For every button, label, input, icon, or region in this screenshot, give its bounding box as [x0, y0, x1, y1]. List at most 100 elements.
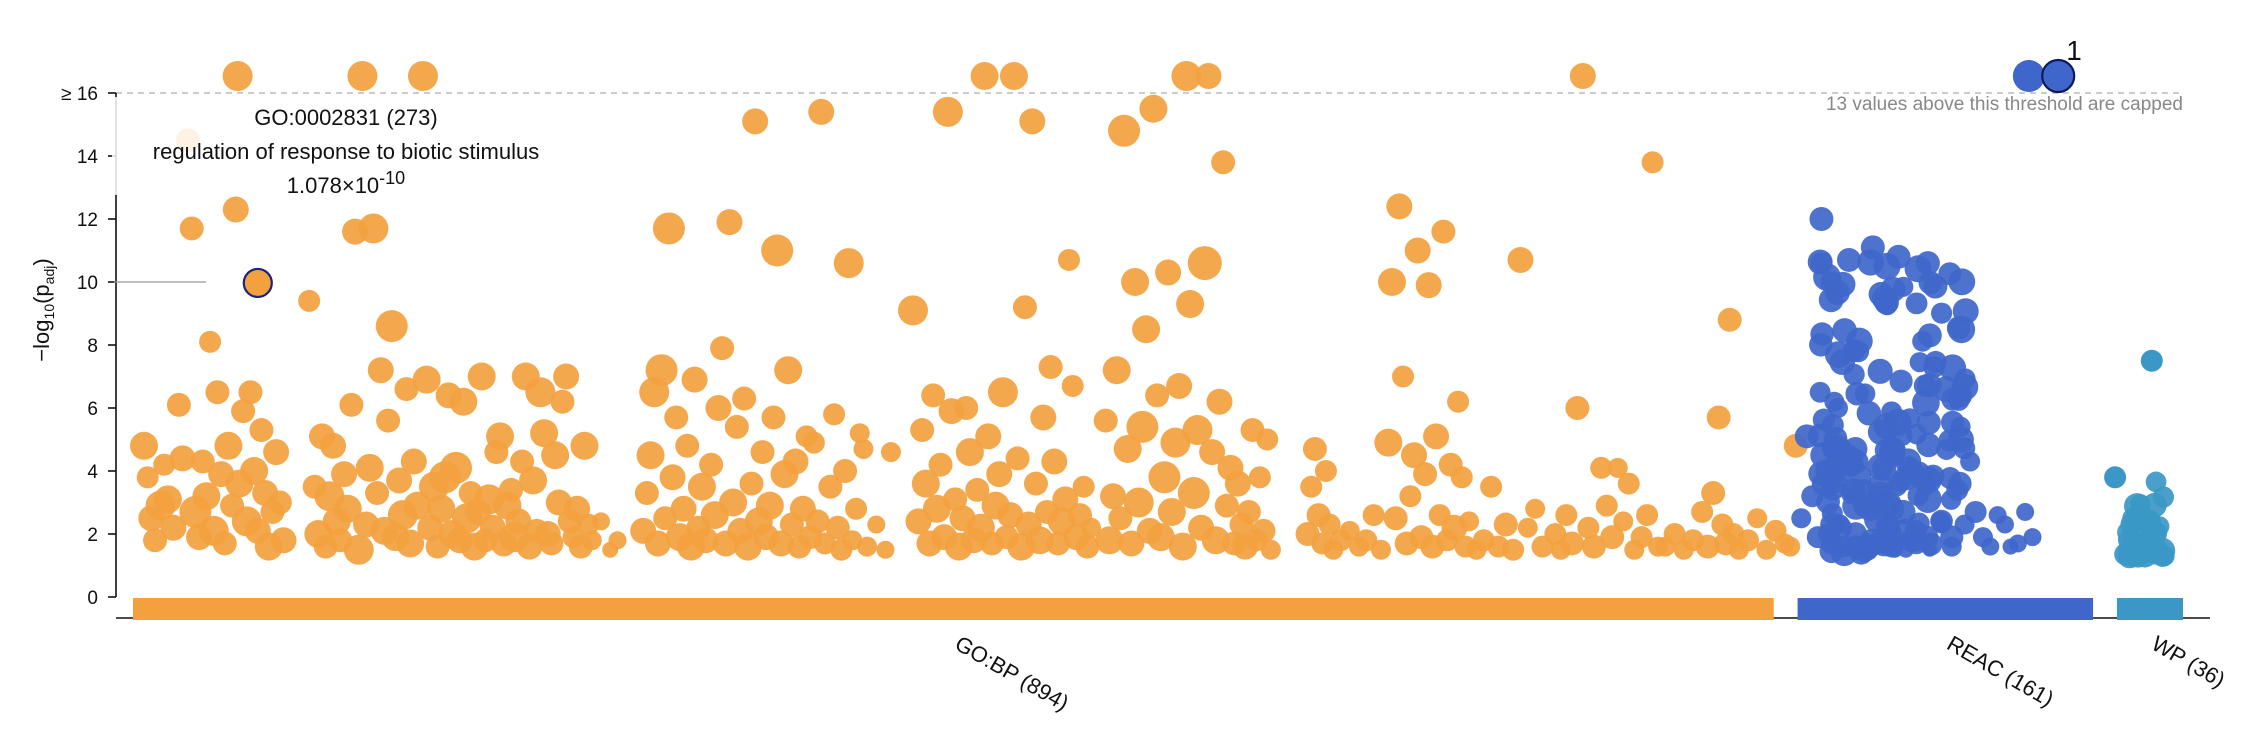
data-point[interactable]: [1182, 415, 1213, 446]
data-point[interactable]: [1559, 531, 1584, 556]
data-point[interactable]: [240, 457, 269, 485]
data-point[interactable]: [333, 494, 362, 523]
data-point[interactable]: [1915, 474, 1937, 495]
data-point[interactable]: [897, 295, 928, 326]
data-point[interactable]: [1431, 219, 1456, 244]
data-point[interactable]: [2012, 60, 2045, 92]
data-point[interactable]: [427, 494, 456, 523]
data-point[interactable]: [403, 491, 432, 520]
data-point[interactable]: [412, 365, 441, 394]
data-point[interactable]: [249, 418, 274, 443]
data-point[interactable]: [331, 461, 358, 488]
data-point[interactable]: [1569, 63, 1596, 89]
data-point[interactable]: [825, 515, 850, 540]
data-point[interactable]: [975, 423, 1002, 450]
data-point[interactable]: [1936, 439, 1957, 460]
data-point[interactable]: [1939, 467, 1962, 490]
data-point[interactable]: [1206, 388, 1233, 415]
data-point[interactable]: [732, 386, 757, 411]
data-point[interactable]: [581, 530, 602, 551]
data-point[interactable]: [400, 448, 427, 475]
data-point[interactable]: [1318, 513, 1341, 536]
data-point[interactable]: [987, 377, 1018, 408]
data-point[interactable]: [1948, 389, 1970, 411]
data-point[interactable]: [761, 234, 794, 267]
data-point[interactable]: [1095, 526, 1124, 555]
data-point[interactable]: [339, 392, 364, 417]
data-point[interactable]: [1100, 483, 1127, 510]
data-point[interactable]: [687, 472, 716, 501]
data-point[interactable]: [169, 445, 196, 472]
data-point[interactable]: [358, 213, 389, 244]
data-point[interactable]: [1121, 268, 1150, 296]
data-point[interactable]: [802, 431, 825, 454]
data-point[interactable]: [774, 356, 803, 385]
data-point[interactable]: [1780, 536, 1801, 557]
data-point[interactable]: [849, 423, 870, 444]
data-point[interactable]: [833, 248, 864, 279]
data-point[interactable]: [449, 387, 478, 416]
data-point[interactable]: [539, 531, 564, 556]
data-point[interactable]: [1886, 244, 1911, 269]
data-point[interactable]: [1747, 508, 1768, 529]
data-point[interactable]: [1502, 538, 1525, 561]
data-point[interactable]: [1663, 523, 1686, 545]
data-point[interactable]: [320, 432, 347, 459]
data-point[interactable]: [1825, 472, 1847, 494]
data-point[interactable]: [270, 527, 297, 554]
data-point[interactable]: [1072, 475, 1095, 498]
data-point[interactable]: [719, 488, 748, 517]
data-point[interactable]: [1636, 504, 1659, 527]
data-point[interactable]: [1300, 475, 1323, 498]
data-point[interactable]: [1923, 356, 1945, 378]
data-point[interactable]: [1383, 506, 1408, 531]
data-point[interactable]: [486, 422, 515, 451]
data-point[interactable]: [263, 439, 290, 466]
data-point[interactable]: [910, 418, 935, 443]
data-point[interactable]: [636, 441, 665, 470]
data-point[interactable]: [1695, 534, 1720, 559]
data-point[interactable]: [833, 459, 858, 483]
data-point[interactable]: [130, 431, 159, 460]
data-point[interactable]: [1057, 248, 1080, 271]
data-point[interactable]: [1005, 446, 1030, 471]
data-point[interactable]: [1450, 466, 1473, 489]
data-point[interactable]: [1617, 472, 1640, 495]
data-point[interactable]: [853, 438, 874, 459]
data-point[interactable]: [407, 61, 438, 91]
data-point[interactable]: [343, 534, 374, 565]
data-point[interactable]: [670, 495, 697, 522]
data-point[interactable]: [1459, 511, 1480, 532]
data-point[interactable]: [214, 431, 243, 460]
data-point[interactable]: [1093, 408, 1118, 433]
data-point[interactable]: [1581, 534, 1606, 559]
data-point[interactable]: [1480, 475, 1503, 498]
data-point[interactable]: [1565, 396, 1590, 420]
data-point[interactable]: [199, 330, 222, 353]
data-point[interactable]: [1791, 508, 1812, 529]
data-point[interactable]: [2016, 502, 2035, 521]
data-point[interactable]: [1874, 490, 1901, 517]
data-point[interactable]: [1701, 481, 1726, 506]
data-point[interactable]: [999, 62, 1028, 90]
data-point[interactable]: [541, 441, 570, 470]
highlighted-point[interactable]: [242, 267, 273, 299]
data-point[interactable]: [911, 469, 940, 498]
data-point[interactable]: [1415, 272, 1442, 299]
data-point[interactable]: [2140, 349, 2163, 372]
data-point[interactable]: [644, 530, 671, 557]
data-point[interactable]: [742, 108, 769, 135]
data-point[interactable]: [1525, 498, 1546, 519]
data-point[interactable]: [1912, 331, 1933, 352]
data-point[interactable]: [1830, 539, 1858, 567]
data-point[interactable]: [1413, 462, 1438, 487]
data-point[interactable]: [1139, 94, 1168, 123]
data-point[interactable]: [1123, 487, 1154, 518]
data-point[interactable]: [1176, 290, 1205, 319]
data-point[interactable]: [823, 403, 846, 426]
data-point[interactable]: [1810, 252, 1833, 275]
data-point[interactable]: [1023, 471, 1048, 496]
data-point[interactable]: [1607, 457, 1628, 478]
data-point[interactable]: [1260, 539, 1281, 560]
data-point[interactable]: [1941, 489, 1962, 510]
